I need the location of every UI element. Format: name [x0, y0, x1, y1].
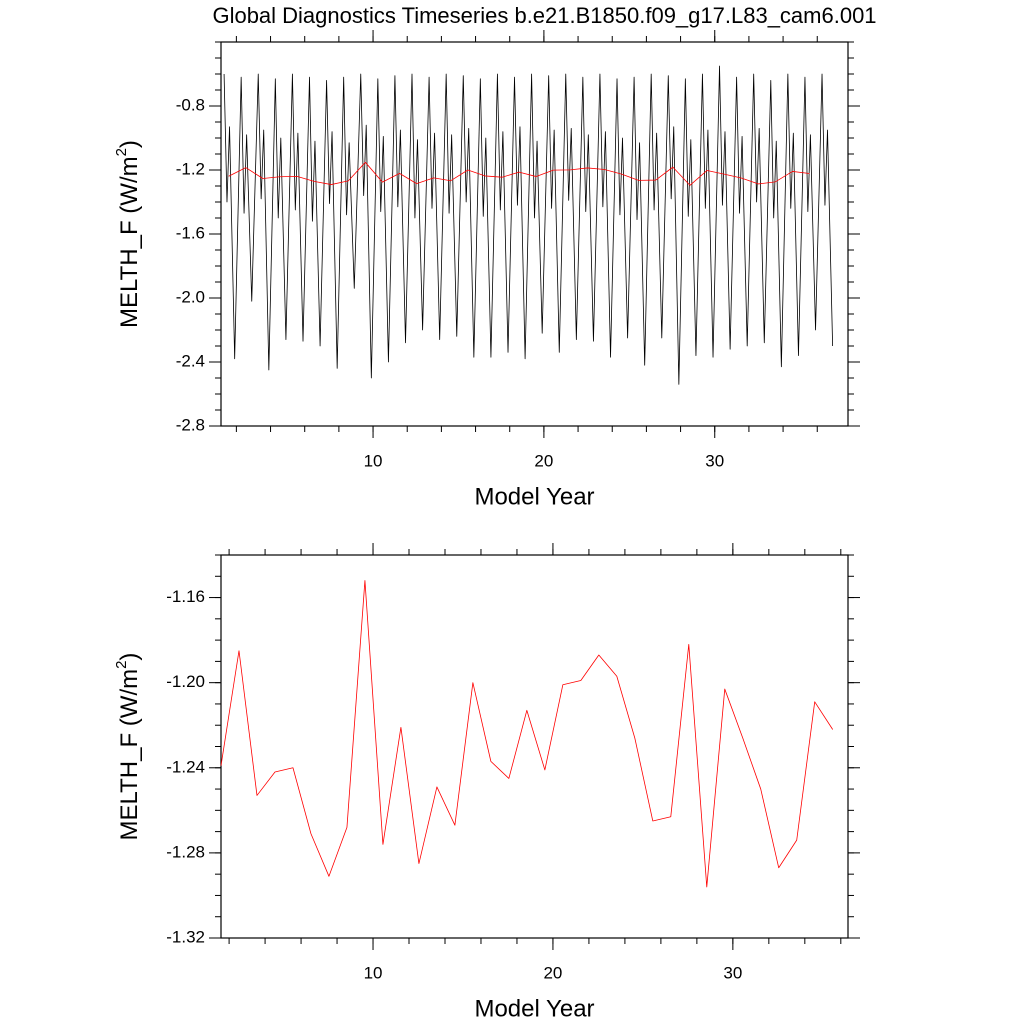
y-tick-label: -2.4: [176, 351, 205, 370]
y-tick-label: -1.28: [166, 842, 205, 861]
data-line: [223, 65, 834, 385]
x-tick-label: 20: [534, 451, 553, 470]
y-axis-title-sup: 2: [113, 148, 130, 156]
y-tick-label: -1.24: [166, 757, 205, 776]
data-line: [228, 161, 810, 186]
x-tick-label: 10: [364, 963, 383, 982]
y-tick-label: -2.0: [176, 287, 205, 306]
x-tick-label: 20: [543, 963, 562, 982]
y-tick-label: -1.16: [166, 587, 205, 606]
y-axis-title-end: ): [116, 140, 143, 148]
x-axis-title: Model Year: [474, 995, 594, 1022]
y-tick-label: -0.8: [176, 95, 205, 114]
y-axis-title: MELTH_F (W/m2): [113, 140, 143, 328]
data-line: [220, 580, 834, 888]
plot-frame: [220, 554, 849, 939]
y-tick-label: -1.32: [166, 927, 205, 946]
x-tick-label: 10: [364, 451, 383, 470]
y-axis-title-end: ): [116, 653, 143, 661]
y-axis-title-text: MELTH_F (W/m: [116, 156, 143, 328]
x-tick-label: 30: [723, 963, 742, 982]
y-axis-title-text: MELTH_F (W/m: [116, 669, 143, 841]
x-axis-title: Model Year: [474, 483, 594, 510]
x-tick-label: 30: [705, 451, 724, 470]
y-axis-title: MELTH_F (W/m2): [113, 653, 143, 841]
chart-title: Global Diagnostics Timeseries b.e21.B185…: [212, 3, 876, 28]
y-tick-label: -2.8: [176, 415, 205, 434]
y-tick-label: -1.2: [176, 159, 205, 178]
y-tick-label: -1.6: [176, 223, 205, 242]
y-tick-label: -1.20: [166, 672, 205, 691]
y-axis-title-sup: 2: [113, 661, 130, 669]
